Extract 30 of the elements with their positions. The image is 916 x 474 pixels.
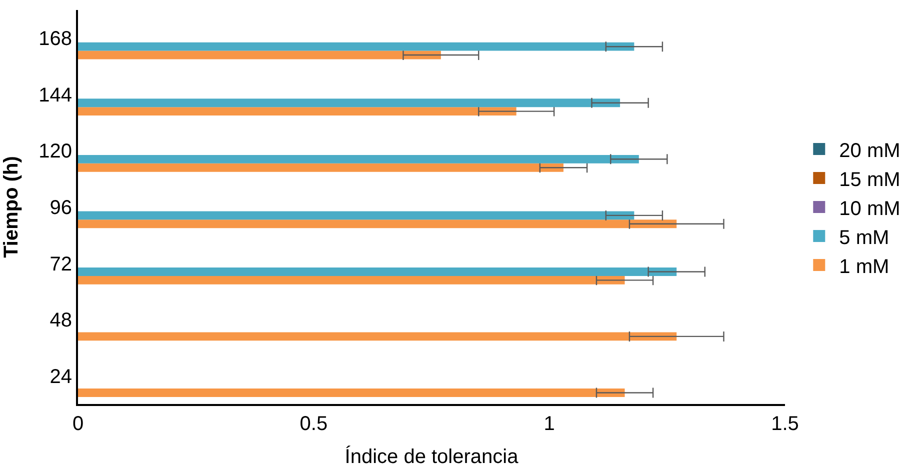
legend-label: 20 mM [839,140,900,162]
bar [78,50,441,60]
y-tick-label: 168 [38,28,72,50]
legend-label: 1 mM [839,256,890,278]
bar [78,268,677,276]
x-tick-label: 1.5 [771,413,799,435]
y-axis-title: Tiempo (h) [0,156,23,258]
x-axis-title: Índice de tolerancia [344,445,520,468]
bar [78,332,677,341]
x-tick-label: 1 [544,413,555,435]
bar [78,276,625,284]
bar [78,154,639,164]
y-tick-label: 72 [50,253,72,276]
legend-label: 15 mM [839,168,900,191]
bar [78,107,516,116]
bar [78,42,634,51]
bar [78,388,625,397]
y-tick-label: 96 [50,197,72,219]
y-tick-label: 48 [50,310,72,332]
y-tick-label: 24 [50,366,72,388]
legend-label: 5 mM [839,226,890,249]
bar [78,211,634,220]
x-tick-label: 0 [72,413,84,435]
x-tick-label: 0.5 [300,413,328,435]
bar [78,98,620,108]
legend-label: 10 mM [839,198,900,220]
y-tick-label: 120 [38,140,72,163]
y-tick-label: 144 [38,84,72,106]
bar [78,163,564,172]
bar [78,220,677,228]
